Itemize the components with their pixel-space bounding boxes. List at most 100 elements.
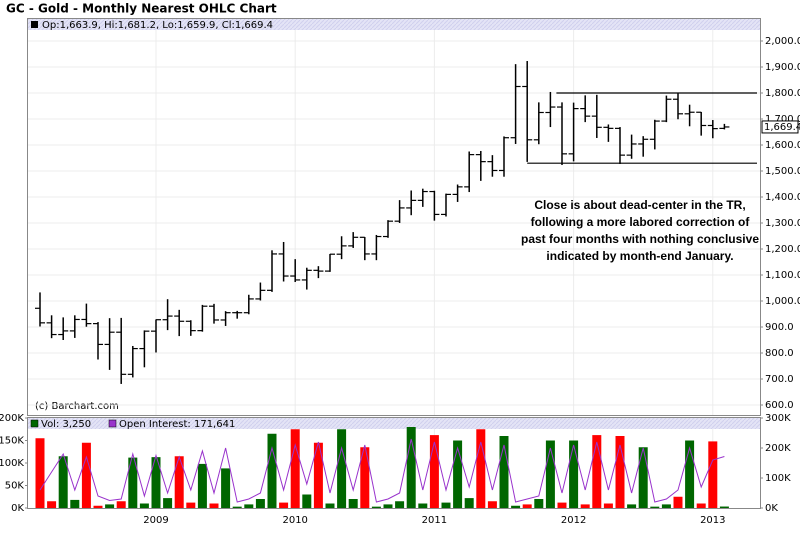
volume-bar: [499, 436, 509, 508]
volume-bar: [302, 494, 312, 508]
legend-label: Open Interest: 171,641: [119, 419, 235, 430]
volume-bar: [522, 504, 532, 508]
volume-bar: [209, 503, 219, 508]
volume-pane: [27, 417, 761, 509]
volume-bar: [464, 498, 474, 508]
price-header: [28, 19, 760, 30]
y2-tick-label: 100K: [765, 473, 791, 484]
volume-bar: [476, 429, 486, 508]
volume-bar: [395, 501, 405, 508]
volume-bar: [603, 503, 613, 508]
volume-bar: [105, 504, 115, 508]
volume-bar: [70, 499, 80, 508]
y-tick-label: 1,000.0: [765, 296, 800, 307]
volume-bar: [151, 457, 161, 508]
volume-bar: [128, 457, 138, 508]
volume-bar: [325, 503, 335, 508]
y-tick-label: 1,800.0: [765, 88, 800, 99]
price-pane: [27, 18, 761, 416]
price-tag-label: 1,669.4: [764, 122, 800, 133]
volume-bar: [545, 440, 555, 508]
annotation: Close is about dead-center in the TR,: [534, 198, 745, 212]
volume-bar: [673, 496, 683, 508]
y2-tick-label: 0K: [765, 503, 778, 514]
volume-bar: [139, 503, 149, 508]
volume-bar: [685, 440, 695, 508]
y-tick-label: 1,200.0: [765, 244, 800, 255]
volume-bar: [569, 440, 579, 508]
annotation: indicated by month-end January.: [546, 249, 733, 263]
y-tick-label: 1,600.0: [765, 140, 800, 151]
volume-bar: [661, 504, 671, 508]
y-tick-label: 2,000.0: [765, 36, 800, 47]
credit: (c) Barchart.com: [35, 401, 119, 412]
y-tick-label: 50K: [5, 481, 25, 492]
volume-bar: [221, 468, 231, 508]
volume-bar: [47, 501, 57, 508]
volume-bar: [163, 498, 173, 508]
volume-bar: [383, 504, 393, 508]
volume-bar: [580, 504, 590, 508]
x-tick-label: 2010: [282, 515, 307, 526]
y-tick-label: 1,900.0: [765, 62, 800, 73]
volume-bar: [615, 436, 625, 508]
volume-bar: [719, 506, 729, 508]
volume-bar: [627, 504, 637, 508]
legend-swatch: [30, 419, 39, 428]
volume-bar: [650, 506, 660, 508]
volume-bar: [313, 442, 323, 508]
volume-bar: [290, 429, 300, 508]
volume-bar: [116, 501, 126, 508]
y-tick-label: 150K: [0, 436, 24, 447]
volume-bar: [58, 456, 68, 508]
y-tick-label: 900.0: [765, 322, 794, 333]
x-tick-label: 2012: [561, 515, 586, 526]
y2-tick-label: 300K: [765, 413, 791, 424]
volume-bar: [708, 441, 718, 508]
volume-bar: [592, 435, 602, 508]
volume-bar: [174, 456, 184, 508]
x-tick-label: 2013: [700, 515, 725, 526]
volume-bar: [279, 502, 289, 508]
y-tick-label: 600.0: [765, 400, 794, 411]
volume-bar: [337, 429, 347, 508]
volume-bar: [487, 501, 497, 508]
volume-header: [28, 418, 760, 429]
volume-bar: [418, 503, 428, 508]
volume-bar: [232, 506, 242, 508]
volume-bar: [35, 438, 45, 508]
annotation: following a more labored correction of: [531, 215, 751, 229]
y-tick-label: 0K: [11, 503, 24, 514]
volume-bar: [186, 502, 196, 508]
volume-bar: [696, 503, 706, 508]
oi-line: [39, 438, 725, 503]
volume-bar: [81, 442, 91, 508]
y-tick-label: 1,100.0: [765, 270, 800, 281]
price-tag: [761, 120, 799, 134]
volume-bar: [255, 499, 265, 508]
y-tick-label: 700.0: [765, 374, 794, 385]
volume-bar: [638, 447, 648, 508]
legend-text: Op:1,663.9, Hi:1,681.2, Lo:1,659.9, Cl:1…: [42, 20, 273, 31]
volume-bar: [267, 433, 277, 508]
volume-bar: [511, 505, 521, 508]
y-tick-label: 800.0: [765, 348, 794, 359]
volume-bar: [453, 440, 463, 508]
volume-bar: [93, 505, 103, 508]
y-tick-label: 1,700.0: [765, 114, 800, 125]
legend-swatch: [108, 419, 117, 428]
y-tick-label: 1,300.0: [765, 218, 800, 229]
chart-title: GC - Gold - Monthly Nearest OHLC Chart: [6, 2, 277, 16]
y-tick-label: 1,400.0: [765, 192, 800, 203]
y2-tick-label: 200K: [765, 443, 791, 454]
y-tick-label: 1,500.0: [765, 166, 800, 177]
volume-bar: [429, 435, 439, 508]
y-tick-label: 100K: [0, 458, 24, 469]
volume-bar: [371, 506, 381, 508]
legend-label: Vol: 3,250: [41, 419, 91, 430]
volume-bar: [557, 502, 567, 508]
volume-bar: [406, 427, 416, 508]
volume-bar: [348, 499, 358, 508]
volume-bar: [534, 499, 544, 508]
